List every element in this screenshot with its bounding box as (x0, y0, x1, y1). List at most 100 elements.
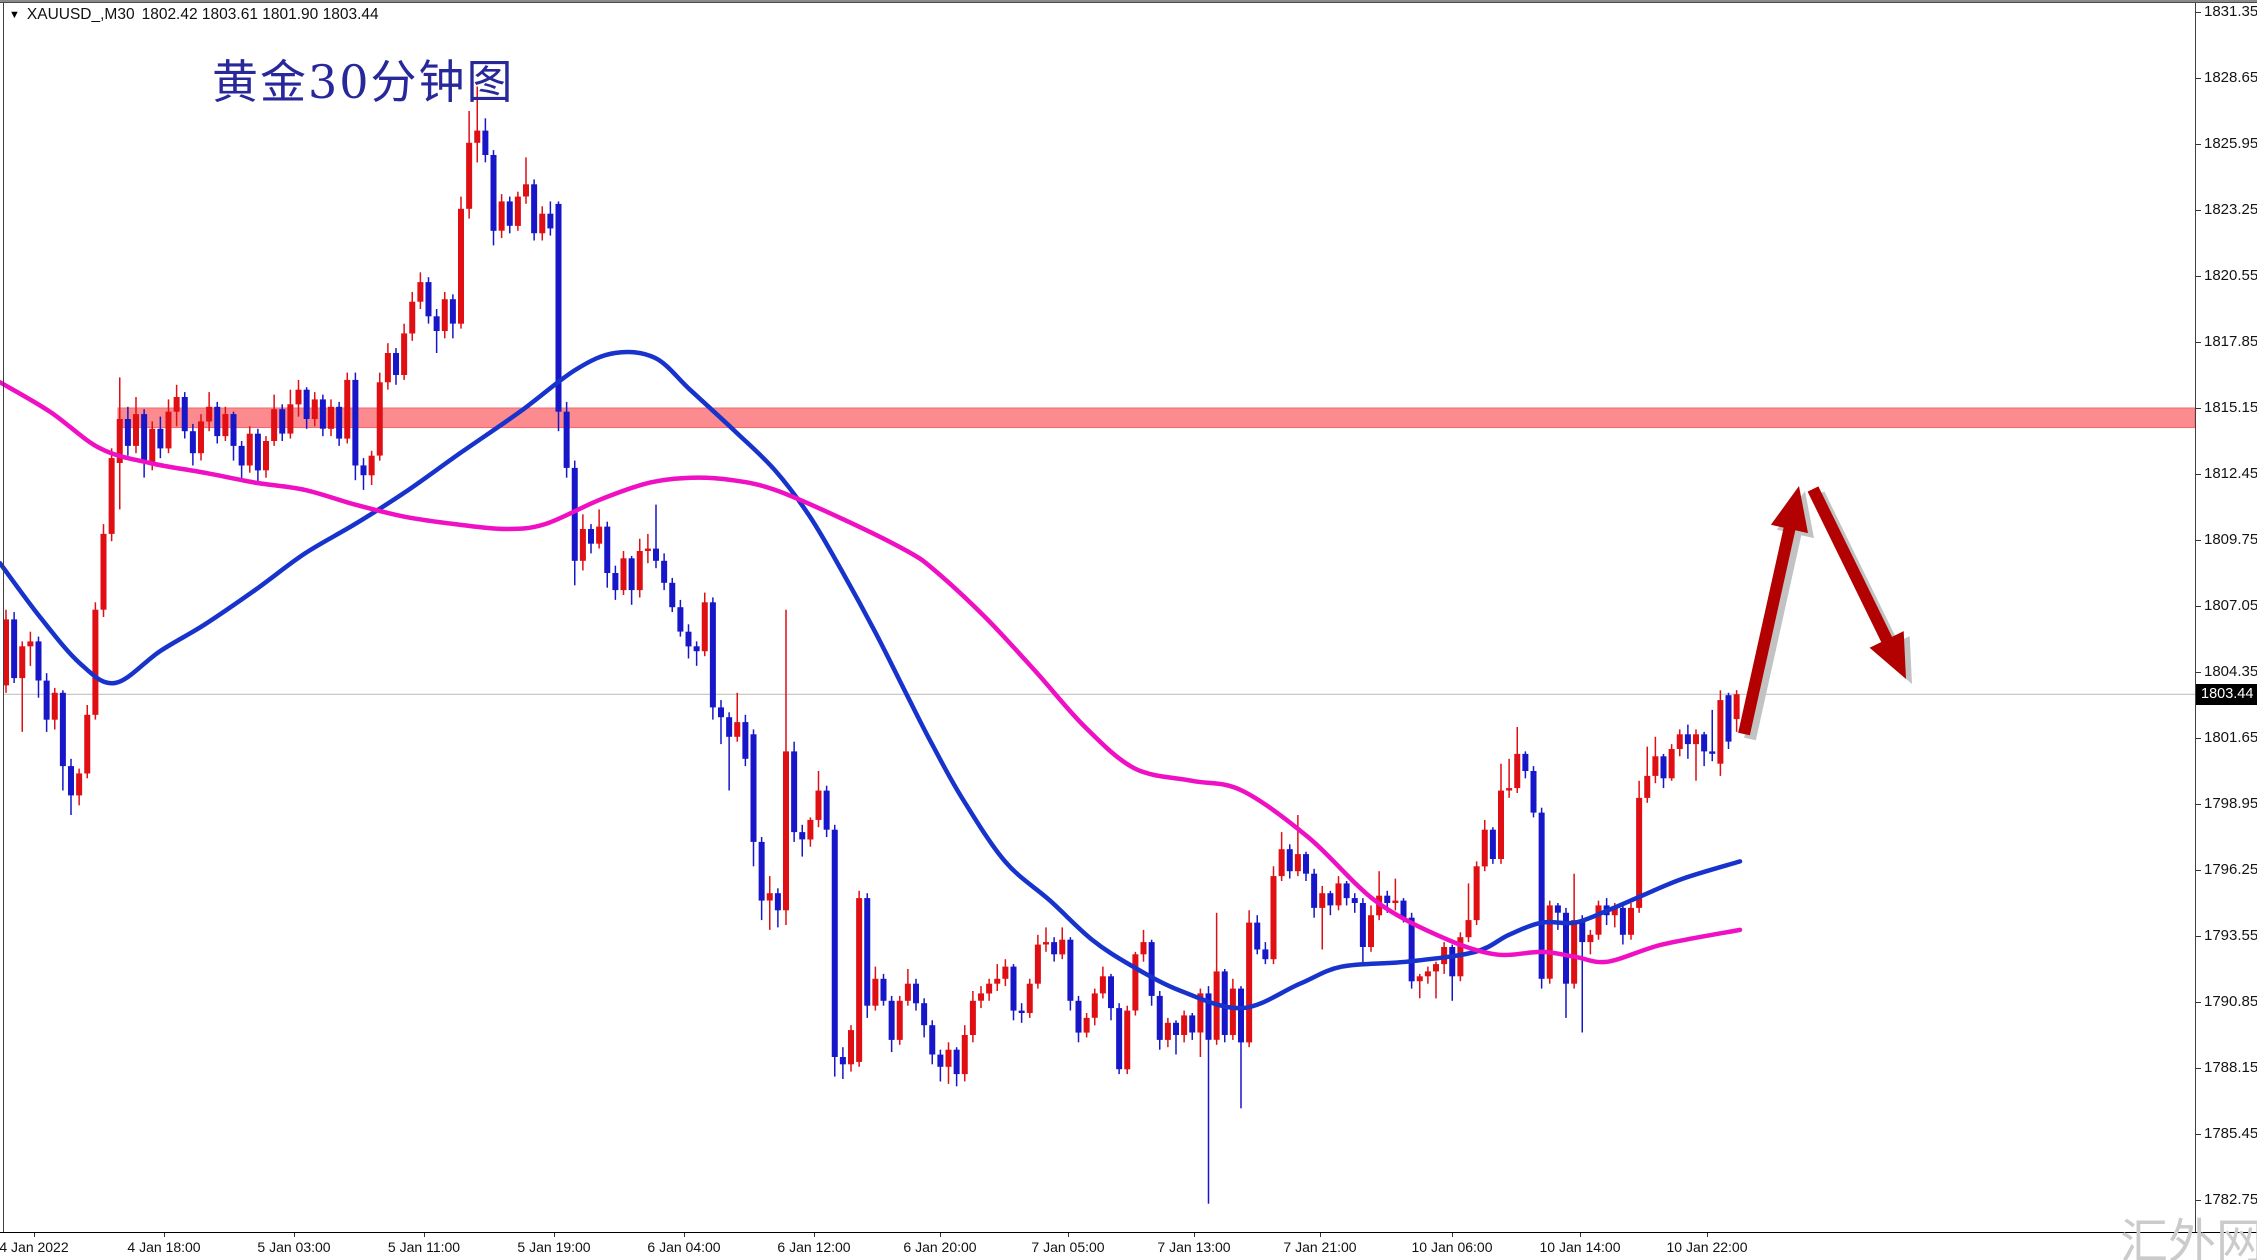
candle-body (287, 404, 294, 434)
candle-body (994, 978, 1001, 984)
price-axis[interactable]: 1831.35 1828.65 1825.95 1823.25 1820.55 1817.… (2196, 0, 2257, 1232)
candle-body (1262, 949, 1269, 960)
candle-wick (655, 504, 657, 569)
candle-wick (1321, 885, 1323, 950)
candle-body (913, 983, 919, 1004)
price-tick-label: 1788.15 (2204, 1059, 2257, 1076)
price-tick-label: 1798.95 (2204, 795, 2257, 812)
time-axis[interactable]: 4 Jan 2022 4 Jan 18:00 5 Jan 03:00 5 Jan 11… (0, 1233, 2257, 1260)
candle-wick (1207, 986, 1210, 1204)
candle-wick (1589, 929, 1592, 955)
candle-body (352, 379, 359, 466)
candle-body (1018, 1010, 1025, 1013)
time-tick-label: 6 Jan 04:00 (647, 1239, 721, 1255)
candle-body (685, 631, 692, 647)
price-tick-label: 1831.35 (2204, 3, 2257, 20)
candle-body (872, 978, 879, 1006)
candle-body (1270, 876, 1277, 960)
candle-body (1319, 893, 1326, 908)
candles-layer (3, 86, 1740, 1204)
candle-body (230, 414, 237, 446)
price-tick-mark (2196, 870, 2201, 871)
time-tick-label: 7 Jan 21:00 (1283, 1239, 1357, 1255)
trend-arrow-down-head (1869, 631, 1906, 679)
time-tick-label: 5 Jan 11:00 (387, 1239, 461, 1255)
candle-body (880, 978, 887, 1001)
price-tick-mark (2196, 210, 2201, 211)
price-tick-mark (2196, 1068, 2201, 1069)
candle-body (189, 431, 196, 454)
candle-body (303, 389, 310, 419)
candle-body (1392, 900, 1399, 903)
window-top-border (0, 0, 2257, 2)
candle-body (1108, 976, 1114, 1009)
candle-body (1725, 695, 1732, 742)
candle-body (133, 414, 139, 446)
candle-body (856, 898, 863, 1062)
candle-body (1351, 898, 1358, 903)
candle-body (409, 301, 416, 334)
candle-body (417, 282, 424, 302)
candle-body (1075, 1000, 1082, 1033)
chevron-down-icon[interactable]: ▼ (9, 8, 20, 21)
candle-body (360, 465, 367, 476)
candle-body (116, 419, 123, 463)
candle-body (774, 893, 781, 911)
time-tick-mark (940, 1233, 941, 1237)
candle-body (279, 409, 286, 434)
candle-body (677, 607, 684, 632)
candle-body (1522, 753, 1529, 771)
trend-arrow-down-shaft (1807, 486, 1895, 648)
candle-body (750, 734, 757, 842)
candle-body (636, 551, 643, 591)
candle-body (384, 353, 391, 383)
candle-body (181, 397, 188, 432)
candle-body (506, 201, 513, 226)
candle-body (206, 406, 213, 422)
candle-body (783, 751, 789, 911)
symbol-label: XAUUSD_,M30 (26, 6, 135, 23)
price-tick-label: 1796.25 (2204, 861, 2257, 878)
candle-body (1693, 734, 1699, 745)
time-tick-mark (294, 1233, 295, 1237)
candle-body (1416, 976, 1423, 982)
candle-body (68, 766, 74, 796)
candle-body (295, 389, 302, 405)
price-tick-label: 1801.65 (2204, 729, 2257, 746)
price-tick-label: 1785.45 (2204, 1125, 2257, 1142)
time-tick-label: 6 Jan 20:00 (903, 1239, 977, 1255)
candle-body (588, 529, 594, 544)
candle-body (1368, 915, 1374, 947)
candle-body (1173, 1022, 1179, 1035)
candle-body (1229, 988, 1236, 1035)
candle-body (92, 609, 99, 715)
candle-body (59, 692, 66, 767)
candle-body (1660, 756, 1667, 779)
candle-body (986, 983, 993, 994)
candle-body (653, 548, 659, 561)
candle-body (1083, 1017, 1090, 1033)
candle-body (1644, 775, 1651, 798)
candle-body (254, 433, 261, 471)
candle-body (458, 208, 464, 324)
candle-body (1489, 829, 1496, 859)
candle-body (937, 1054, 944, 1067)
candle-body (1067, 939, 1074, 1001)
candle-wick (1419, 973, 1421, 999)
trend-arrow-up-head (1770, 486, 1808, 534)
candle-body (1246, 922, 1253, 1043)
candle-body (734, 722, 741, 737)
candle-body (523, 184, 529, 197)
candle-body (815, 790, 822, 820)
candle-body (1433, 964, 1439, 972)
candle-wick (1045, 927, 1047, 952)
time-axis-separator (0, 1232, 2257, 1233)
time-tick-label: 7 Jan 05:00 (1031, 1239, 1105, 1255)
price-tick-mark (2196, 606, 2201, 607)
time-tick-mark (34, 1233, 35, 1237)
candle-body (758, 841, 765, 901)
candle-body (669, 582, 676, 608)
candle-body (1652, 756, 1659, 776)
candle-body (1514, 753, 1521, 789)
